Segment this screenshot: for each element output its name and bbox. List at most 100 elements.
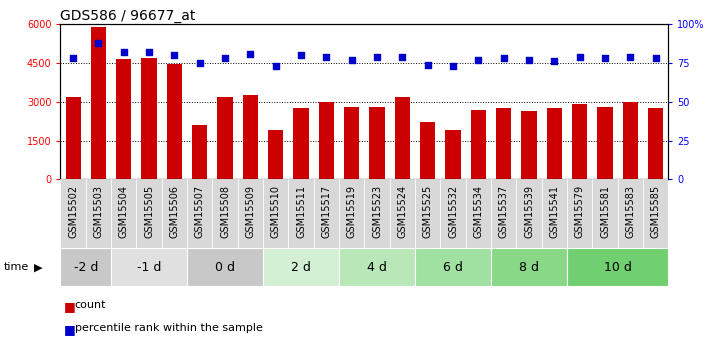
Text: GSM15506: GSM15506 [169,185,179,238]
Text: GSM15510: GSM15510 [271,185,281,238]
Bar [263,248,339,286]
Bar [496,108,511,179]
Bar [491,179,516,248]
Point [321,54,332,60]
Bar [547,108,562,179]
Point [473,57,484,63]
Bar [116,59,132,179]
Bar [289,179,314,248]
Bar [137,179,162,248]
Bar [319,102,334,179]
Text: 2 d: 2 d [291,261,311,274]
Bar [294,108,309,179]
Bar [440,179,466,248]
Point [574,54,585,60]
Point [625,54,636,60]
Bar [86,179,111,248]
Text: GSM15509: GSM15509 [245,185,255,238]
Text: GSM15524: GSM15524 [397,185,407,238]
Bar [344,107,359,179]
Text: GSM15508: GSM15508 [220,185,230,238]
Text: percentile rank within the sample: percentile rank within the sample [75,323,262,333]
Text: GSM15505: GSM15505 [144,185,154,238]
Text: GSM15534: GSM15534 [474,185,483,238]
Point [523,57,535,63]
Text: ■: ■ [64,323,76,336]
Point [549,59,560,64]
Point [599,56,611,61]
Point [194,60,205,66]
Bar [471,110,486,179]
Point [397,54,408,60]
Bar [415,248,491,286]
Bar [60,179,86,248]
Bar [491,248,567,286]
Bar [567,248,668,286]
Point [295,52,306,58]
Text: GSM15503: GSM15503 [93,185,103,238]
Point [447,63,459,69]
Text: -1 d: -1 d [137,261,161,274]
Text: GSM15523: GSM15523 [372,185,382,238]
Bar [192,125,208,179]
Point [346,57,358,63]
Text: GDS586 / 96677_at: GDS586 / 96677_at [60,9,196,23]
Text: time: time [4,263,29,272]
Point [371,54,383,60]
Text: GSM15507: GSM15507 [195,185,205,238]
Text: count: count [75,300,106,310]
Bar [60,248,111,286]
Bar [597,107,613,179]
Point [220,56,231,61]
Text: 8 d: 8 d [519,261,539,274]
Bar [242,95,258,179]
Bar [187,179,213,248]
Bar [187,248,263,286]
Bar [111,248,187,286]
Point [498,56,509,61]
Bar [268,130,283,179]
Text: 0 d: 0 d [215,261,235,274]
Bar [618,179,643,248]
Bar [572,104,587,179]
Point [118,49,129,55]
Text: GSM15585: GSM15585 [651,185,661,238]
Point [169,52,180,58]
Bar [648,108,663,179]
Bar [390,179,415,248]
Point [92,40,104,46]
Text: ▶: ▶ [34,263,43,272]
Text: GSM15519: GSM15519 [347,185,357,238]
Point [422,62,434,67]
Text: GSM15517: GSM15517 [321,185,331,238]
Bar [592,179,618,248]
Bar [91,27,106,179]
Bar [466,179,491,248]
Text: ■: ■ [64,300,76,313]
Text: GSM15579: GSM15579 [574,185,584,238]
Text: GSM15502: GSM15502 [68,185,78,238]
Bar [364,179,390,248]
Bar [395,97,410,179]
Bar [263,179,289,248]
Bar [167,64,182,179]
Bar [339,248,415,286]
Text: GSM15511: GSM15511 [296,185,306,238]
Text: GSM15532: GSM15532 [448,185,458,238]
Point [144,49,155,55]
Bar [445,130,461,179]
Bar [420,122,435,179]
Text: GSM15541: GSM15541 [550,185,560,238]
Bar [314,179,339,248]
Text: GSM15583: GSM15583 [626,185,636,238]
Bar [339,179,365,248]
Text: GSM15504: GSM15504 [119,185,129,238]
Text: 10 d: 10 d [604,261,631,274]
Text: -2 d: -2 d [73,261,98,274]
Bar [237,179,263,248]
Point [270,63,282,69]
Bar [516,179,542,248]
Bar [623,102,638,179]
Bar [213,179,237,248]
Bar [542,179,567,248]
